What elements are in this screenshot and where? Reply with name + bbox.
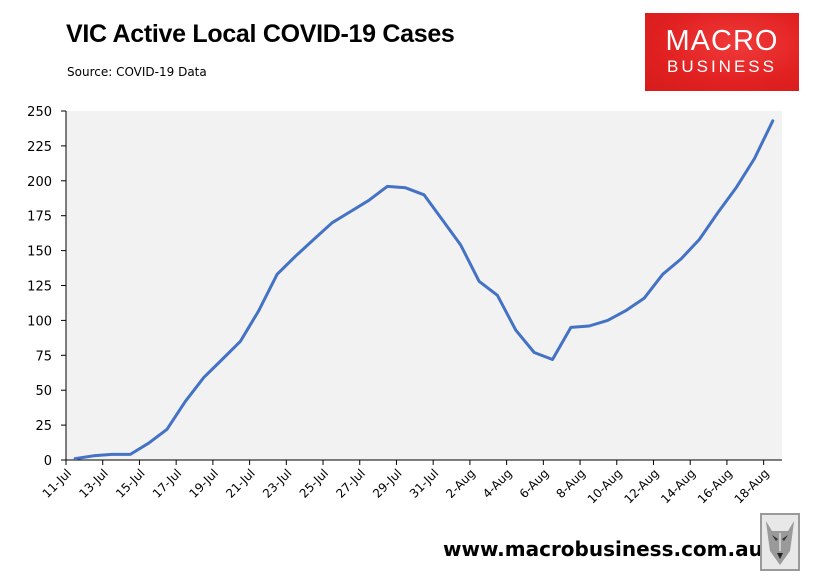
x-tick-label: 15-Jul bbox=[113, 466, 147, 500]
x-tick-label: 17-Jul bbox=[150, 466, 184, 500]
x-tick-label: 23-Jul bbox=[260, 466, 294, 500]
x-tick-label: 4-Aug bbox=[480, 466, 515, 501]
chart-title: VIC Active Local COVID-19 Cases bbox=[66, 20, 455, 48]
y-tick-label: 125 bbox=[27, 280, 52, 295]
x-tick-label: 6-Aug bbox=[517, 466, 552, 501]
y-tick-label: 100 bbox=[27, 314, 52, 329]
macrobusiness-logo: MACRO BUSINESS bbox=[645, 13, 799, 91]
x-tick-label: 25-Jul bbox=[297, 466, 331, 500]
x-tick-label: 31-Jul bbox=[407, 466, 441, 500]
x-tick-label: 16-Aug bbox=[695, 466, 735, 506]
footer-url: www.macrobusiness.com.au bbox=[443, 537, 763, 561]
y-tick-label: 0 bbox=[44, 454, 52, 469]
y-tick-label: 225 bbox=[27, 140, 52, 155]
logo-line-1: MACRO bbox=[665, 25, 779, 57]
y-tick-label: 200 bbox=[27, 175, 52, 190]
x-tick-label: 2-Aug bbox=[443, 466, 478, 501]
x-tick-label: 8-Aug bbox=[553, 466, 588, 501]
y-tick-label: 25 bbox=[35, 419, 52, 434]
plot-area bbox=[66, 111, 782, 460]
x-tick-label: 27-Jul bbox=[333, 466, 367, 500]
x-tick-label: 21-Jul bbox=[223, 466, 257, 500]
y-tick-label: 175 bbox=[27, 210, 52, 225]
y-tick-label: 75 bbox=[35, 349, 52, 364]
x-tick-label: 12-Aug bbox=[621, 466, 661, 506]
y-tick-label: 50 bbox=[35, 384, 52, 399]
x-axis: 11-Jul 13-Jul 15-Jul 17-Jul 19-Jul 21-Jul 23-J… bbox=[40, 459, 782, 506]
series-line-active-cases bbox=[73, 119, 775, 461]
y-tick-label: 150 bbox=[27, 245, 52, 260]
x-tick-label: 11-Jul bbox=[40, 466, 74, 500]
chart-subtitle: Source: COVID-19 Data bbox=[67, 65, 207, 79]
logo-line-2: BUSINESS bbox=[667, 57, 777, 76]
x-tick-label: 13-Jul bbox=[76, 466, 110, 500]
x-tick-label: 10-Aug bbox=[585, 466, 625, 506]
x-tick-label: 19-Jul bbox=[187, 466, 221, 500]
y-axis: 0 25 50 75 100 125 150 175 200 225 250 bbox=[27, 105, 67, 469]
x-tick-label: 18-Aug bbox=[732, 466, 772, 506]
wolf-logo-icon bbox=[760, 513, 800, 571]
x-tick-label: 14-Aug bbox=[658, 466, 698, 506]
x-tick-label: 29-Jul bbox=[370, 466, 404, 500]
y-tick-label: 250 bbox=[27, 105, 52, 120]
